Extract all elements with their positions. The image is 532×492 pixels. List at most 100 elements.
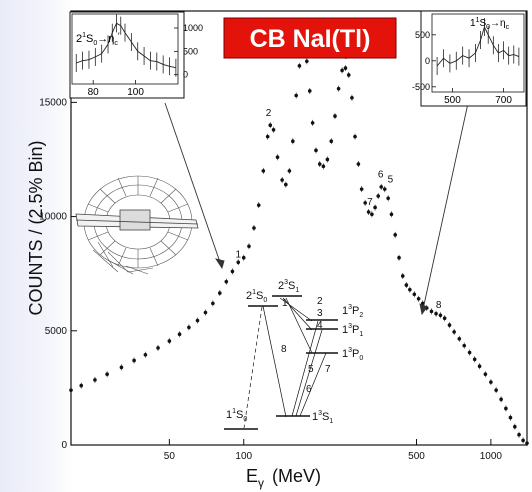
- data-point: [400, 274, 405, 278]
- level-label-1p2: 13P2: [342, 304, 363, 319]
- level-label-1s1: 13S1: [312, 410, 333, 425]
- y-axis-label: COUNTS / (2.5% Bin): [26, 140, 46, 315]
- transition-label: 5: [308, 364, 314, 375]
- transition-line: [291, 320, 319, 417]
- data-point: [236, 260, 241, 265]
- data-point: [420, 301, 425, 306]
- inset-left-frame: [69, 11, 185, 99]
- data-point: [499, 397, 503, 402]
- inset-y-tick-label: 500: [183, 46, 198, 56]
- x-tick-label: 100: [235, 451, 252, 462]
- inset-right-series: [436, 18, 520, 75]
- data-point: [261, 169, 266, 173]
- data-point: [93, 378, 97, 382]
- data-point: [203, 310, 208, 315]
- transition-line: [299, 352, 327, 417]
- x-axis-label-sub: γ: [258, 476, 264, 490]
- level-label-1p1: 13P1: [342, 323, 363, 338]
- data-point: [504, 406, 508, 411]
- data-point: [517, 432, 521, 437]
- data-point: [379, 185, 384, 189]
- y-tick-label: 0: [61, 440, 67, 451]
- inset-left-series: [75, 14, 177, 77]
- badge-background: [223, 17, 397, 59]
- data-point: [325, 157, 330, 162]
- inset-y-tick-label: 1000: [183, 23, 203, 33]
- peak-label: 1: [235, 250, 241, 261]
- inset-right-title: 11S0→ηc: [470, 17, 510, 31]
- data-point: [321, 164, 326, 169]
- data-point: [156, 346, 160, 350]
- data-point: [230, 269, 235, 274]
- inset-right: 500 700 -500 0 500 11S0→ηc: [412, 10, 527, 107]
- data-point: [408, 287, 412, 292]
- level-label-2s1: 23S1: [278, 279, 299, 294]
- data-point: [119, 365, 124, 370]
- x-tick-label: 1000: [480, 451, 503, 462]
- data-point: [177, 332, 182, 337]
- data-point: [294, 93, 298, 98]
- transition-line: [282, 297, 313, 331]
- inset-arrows: [164, 93, 471, 316]
- data-point: [241, 255, 246, 260]
- data-point: [457, 336, 462, 341]
- data-point: [195, 318, 200, 323]
- inset-left-title: 21S0→ηc′: [76, 31, 120, 47]
- inset-x-tick-label: 80: [88, 87, 100, 98]
- arrow-right-inset: [421, 93, 471, 315]
- inset-y-tick-label: 500: [415, 30, 430, 40]
- data-point: [525, 441, 529, 445]
- data-point: [314, 148, 318, 153]
- data-point: [284, 182, 288, 187]
- level-labels: 21S0 23S1 13P2 13P1 13P0 11S0 13S1 1 2 3…: [226, 279, 363, 425]
- data-point: [397, 255, 401, 260]
- data-point: [376, 194, 381, 198]
- data-point: [434, 311, 438, 316]
- data-point: [447, 323, 452, 327]
- data-point: [271, 127, 276, 132]
- data-point: [467, 350, 472, 355]
- data-point: [333, 114, 337, 118]
- inset-y-tick-label: -500: [412, 82, 430, 92]
- data-point: [143, 352, 148, 357]
- data-point: [256, 203, 261, 207]
- data-point: [224, 279, 229, 284]
- data-point: [275, 155, 280, 159]
- data-point: [489, 380, 493, 384]
- data-point: [310, 121, 315, 125]
- data-point: [462, 343, 467, 348]
- y-axis-ticks: 0 5000 10000 15000: [39, 97, 77, 451]
- x-axis-ticks: 50 100 500 1000: [164, 439, 503, 462]
- data-point: [412, 292, 417, 297]
- transition-label: 3: [317, 308, 323, 319]
- badge-text: CB NaI(Tl): [250, 25, 371, 53]
- level-label-1s0: 11S0: [226, 408, 247, 423]
- peak-label: 2: [266, 108, 272, 119]
- inset-x-tick-label: 700: [495, 95, 512, 106]
- x-axis-label-unit: (MeV): [272, 466, 321, 486]
- data-point: [508, 415, 513, 420]
- data-point: [416, 297, 421, 301]
- transition-line: [295, 329, 323, 417]
- data-point: [386, 196, 390, 201]
- data-point: [280, 178, 284, 182]
- transition-label: 8: [281, 344, 287, 355]
- data-point: [370, 212, 374, 217]
- data-point: [287, 169, 292, 173]
- data-point: [336, 86, 341, 91]
- data-point: [359, 187, 364, 191]
- transition-line: [279, 297, 313, 322]
- data-point: [291, 139, 295, 143]
- x-tick-label: 500: [408, 451, 425, 462]
- inset-right-plot-area: [431, 13, 525, 93]
- data-point: [247, 244, 251, 249]
- data-point: [513, 424, 517, 429]
- data-point: [105, 372, 109, 376]
- beam-pipe-icon: [75, 209, 199, 231]
- y-tick-label: 5000: [45, 326, 68, 337]
- inset-fit-line: [436, 25, 520, 67]
- data-point: [353, 134, 357, 139]
